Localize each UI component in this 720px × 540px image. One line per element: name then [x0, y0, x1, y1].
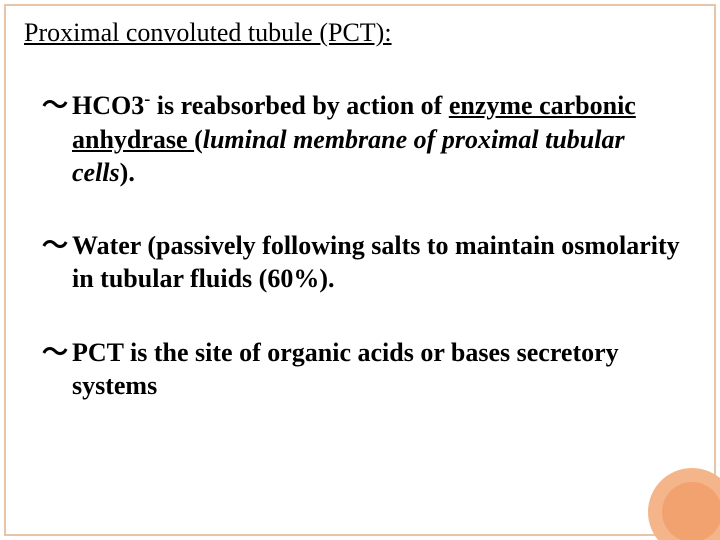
bullet-item: ～HCO3- is reabsorbed by action of enzyme…: [42, 89, 688, 189]
bullet-text: PCT is the site of organic acids or base…: [72, 338, 619, 400]
bullet-icon: ～: [42, 89, 66, 122]
heading-text: Proximal convoluted tubule (PCT):: [24, 18, 392, 47]
slide-frame: Proximal convoluted tubule (PCT): ～HCO3-…: [4, 4, 716, 536]
bullet-list: ～HCO3- is reabsorbed by action of enzyme…: [24, 89, 696, 402]
bullet-icon: ～: [42, 229, 66, 262]
bullet-item: ～PCT is the site of organic acids or bas…: [42, 336, 688, 403]
bullet-text: HCO3- is reabsorbed by action of enzyme …: [72, 91, 636, 187]
bullet-text: Water (passively following salts to main…: [72, 231, 680, 293]
slide-content: Proximal convoluted tubule (PCT): ～HCO3-…: [24, 16, 696, 524]
bullet-icon: ～: [42, 336, 66, 369]
decoration-circle-inner: [662, 482, 720, 540]
bullet-item: ～Water (passively following salts to mai…: [42, 229, 688, 296]
slide-heading: Proximal convoluted tubule (PCT):: [24, 16, 696, 49]
